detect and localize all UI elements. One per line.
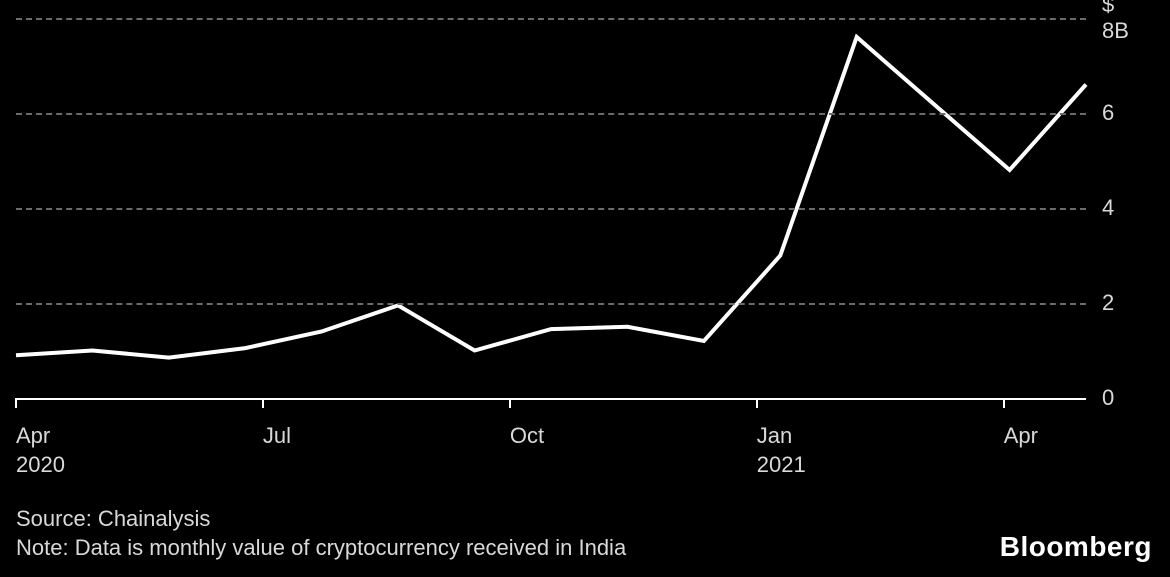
chart-container: $ 8B6420Apr 2020JulOctJan 2021Apr Source… <box>0 0 1170 577</box>
x-tick <box>262 398 264 408</box>
brand-logo: Bloomberg <box>1000 531 1152 563</box>
y-tick-label: $ 8B <box>1102 0 1129 44</box>
gridline <box>16 18 1086 20</box>
x-tick-label: Apr <box>1004 422 1038 451</box>
x-tick-label: Apr 2020 <box>16 422 65 479</box>
gridline <box>16 303 1086 305</box>
x-tick-label: Jul <box>263 422 291 451</box>
gridline <box>16 113 1086 115</box>
source-text: Source: Chainalysis <box>16 504 626 534</box>
gridline <box>16 208 1086 210</box>
x-tick <box>756 398 758 408</box>
y-tick-label: 4 <box>1102 195 1114 221</box>
x-tick-label: Jan 2021 <box>757 422 806 479</box>
y-tick-label: 0 <box>1102 385 1114 411</box>
y-tick-label: 2 <box>1102 290 1114 316</box>
plot-area: $ 8B6420Apr 2020JulOctJan 2021Apr <box>16 18 1086 398</box>
y-tick-label: 6 <box>1102 100 1114 126</box>
x-tick-label: Oct <box>510 422 544 451</box>
x-tick <box>1003 398 1005 408</box>
chart-footer: Source: Chainalysis Note: Data is monthl… <box>16 504 626 563</box>
x-tick <box>15 398 17 408</box>
x-axis-line <box>16 398 1086 400</box>
series-line <box>16 37 1086 358</box>
note-text: Note: Data is monthly value of cryptocur… <box>16 533 626 563</box>
x-tick <box>509 398 511 408</box>
